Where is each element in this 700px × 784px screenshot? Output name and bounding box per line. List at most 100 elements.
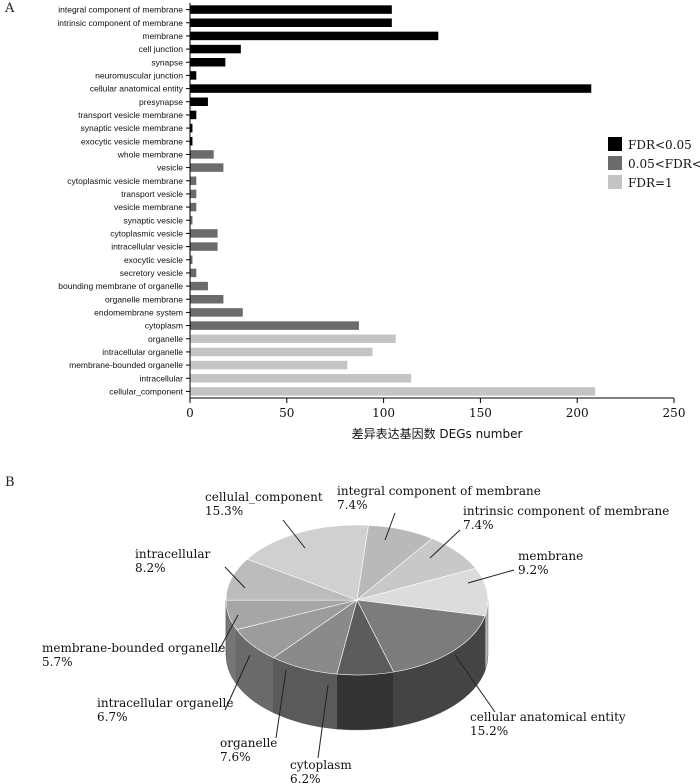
bar-membrane (190, 31, 439, 41)
bar-exocytic-vesicle (190, 255, 193, 264)
y-tick-label: bounding membrane of organelle (58, 281, 183, 291)
leader-line (275, 669, 287, 739)
y-tick-label: exocytic vesicle membrane (81, 136, 183, 146)
panel-b-label: B (5, 475, 15, 490)
pie-label-name: intracellular (135, 547, 210, 561)
y-tick-label: cellular_component (109, 386, 183, 396)
pie-label-name: intrinsic component of membrane (463, 504, 669, 518)
bar-vesicle (190, 163, 224, 172)
x-axis-title: 差异表达基因数 DEGs number (352, 426, 523, 441)
leader-line (317, 684, 329, 759)
y-tick-label: endomembrane system (94, 307, 183, 317)
leader-line (429, 529, 461, 559)
y-tick-label: membrane (142, 31, 183, 41)
y-tick-label: transport vesicle membrane (78, 110, 183, 120)
y-tick-label: cell junction (139, 44, 184, 54)
bar-cell-junction (190, 44, 241, 54)
y-tick-label: synaptic vesicle membrane (80, 123, 183, 133)
pie-side-cytoplasm (336, 671, 394, 731)
y-tick-label: intracellular organelle (102, 347, 183, 357)
y-tick-label: intracellular (140, 373, 184, 383)
bar-membrane-bounded-organelle (190, 360, 348, 370)
bar-exocytic-vesicle-membrane (190, 137, 193, 146)
bar-presynapse (190, 97, 208, 106)
pie-slice-cellular-anatomical-entity (356, 599, 486, 673)
pie-label-pct: 7.4% (337, 498, 368, 512)
pie-label-name: membrane-bounded organelle (42, 641, 225, 655)
leader-line (467, 569, 515, 584)
pie-slice-cellulal-component (246, 524, 369, 601)
bar-organelle-membrane (190, 295, 224, 304)
y-tick-label: integral component of membrane (58, 5, 183, 15)
y-tick-label: membrane-bounded organelle (69, 360, 183, 370)
leader-line (454, 654, 496, 713)
bar-chart: integral component of membrane intrinsic … (57, 3, 700, 441)
bar-whole-membrane (190, 150, 214, 159)
legend-label: FDR=1 (628, 176, 673, 190)
bar-integral-component-of-membrane (190, 5, 392, 14)
y-tick-label: cytoplasm (145, 321, 183, 331)
pie-label-pct: 9.2% (518, 563, 549, 577)
y-tick-label: transport vesicle (121, 189, 183, 199)
y-tick-label: secretory vesicle (120, 268, 184, 278)
pie-label-pct: 7.6% (220, 750, 251, 764)
y-tick-label: cellular anatomical entity (90, 84, 184, 94)
leader-line (282, 519, 306, 549)
pie-label-pct: 7.4% (463, 518, 494, 532)
x-tick-label: 150 (469, 406, 492, 420)
y-tick-label: vesicle (157, 163, 183, 173)
bar-intracellular (190, 374, 412, 383)
x-tick-label: 50 (279, 406, 294, 420)
pie-label-pct: 5.7% (42, 655, 73, 669)
y-tick-label: organelle (148, 334, 183, 344)
legend-swatch (608, 137, 622, 151)
pie-label-name: membrane (518, 549, 583, 563)
bar-endomembrane-system (190, 308, 243, 317)
y-tick-label: vesicle membrane (114, 202, 183, 212)
y-tick-label: presynapse (139, 97, 183, 107)
bar-intrinsic-component-of-membrane (190, 18, 392, 27)
bar-transport-vesicle (190, 189, 197, 199)
leader-line (224, 654, 251, 711)
bar-vesicle-membrane (190, 202, 197, 212)
bar-neuromuscular-junction (190, 71, 197, 80)
bar-intracellular-vesicle (190, 242, 218, 251)
bar-organelle (190, 334, 396, 343)
bar-synaptic-vesicle (190, 216, 193, 225)
legend-swatch (608, 156, 622, 170)
pie-label-pct: 6.2% (290, 772, 321, 784)
pie-label-name: cellulal_component (205, 490, 323, 504)
leader-line (224, 566, 246, 589)
y-tick-label: synaptic vesicle (123, 215, 183, 225)
x-tick-label: 100 (372, 406, 395, 420)
bar-transport-vesicle-membrane (190, 110, 197, 120)
bar-intracellular-organelle (190, 347, 373, 357)
legend-swatch (608, 175, 622, 189)
leader-line (384, 512, 396, 541)
bar-cellular-component (190, 387, 596, 396)
bar-cytoplasmic-vesicle-membrane (190, 176, 197, 185)
bar-cytoplasmic-vesicle (190, 229, 218, 238)
x-tick-label: 200 (566, 406, 589, 420)
pie-label-name: organelle (220, 736, 277, 750)
pie-label-name: cytoplasm (290, 758, 352, 772)
bar-synapse (190, 58, 226, 67)
y-tick-label: organelle membrane (105, 294, 183, 304)
pie-label-pct: 15.3% (205, 504, 243, 518)
leader-line (217, 614, 239, 653)
bar-cytoplasm (190, 321, 359, 330)
x-tick-label: 0 (186, 406, 194, 420)
pie-label-pct: 8.2% (135, 561, 166, 575)
y-tick-label: synapse (151, 57, 183, 67)
pie-label-pct: 15.2% (470, 724, 508, 738)
y-tick-label: intrinsic component of membrane (57, 18, 183, 28)
pie-label-name: integral component of membrane (337, 484, 541, 498)
x-tick-label: 250 (663, 406, 686, 420)
y-tick-label: exocytic vesicle (124, 255, 183, 265)
bar-synaptic-vesicle-membrane (190, 123, 193, 133)
y-tick-label: whole membrane (117, 149, 183, 159)
y-tick-label: cytoplasmic vesicle (110, 228, 183, 238)
pie-label-name: cellular anatomical entity (470, 710, 626, 724)
